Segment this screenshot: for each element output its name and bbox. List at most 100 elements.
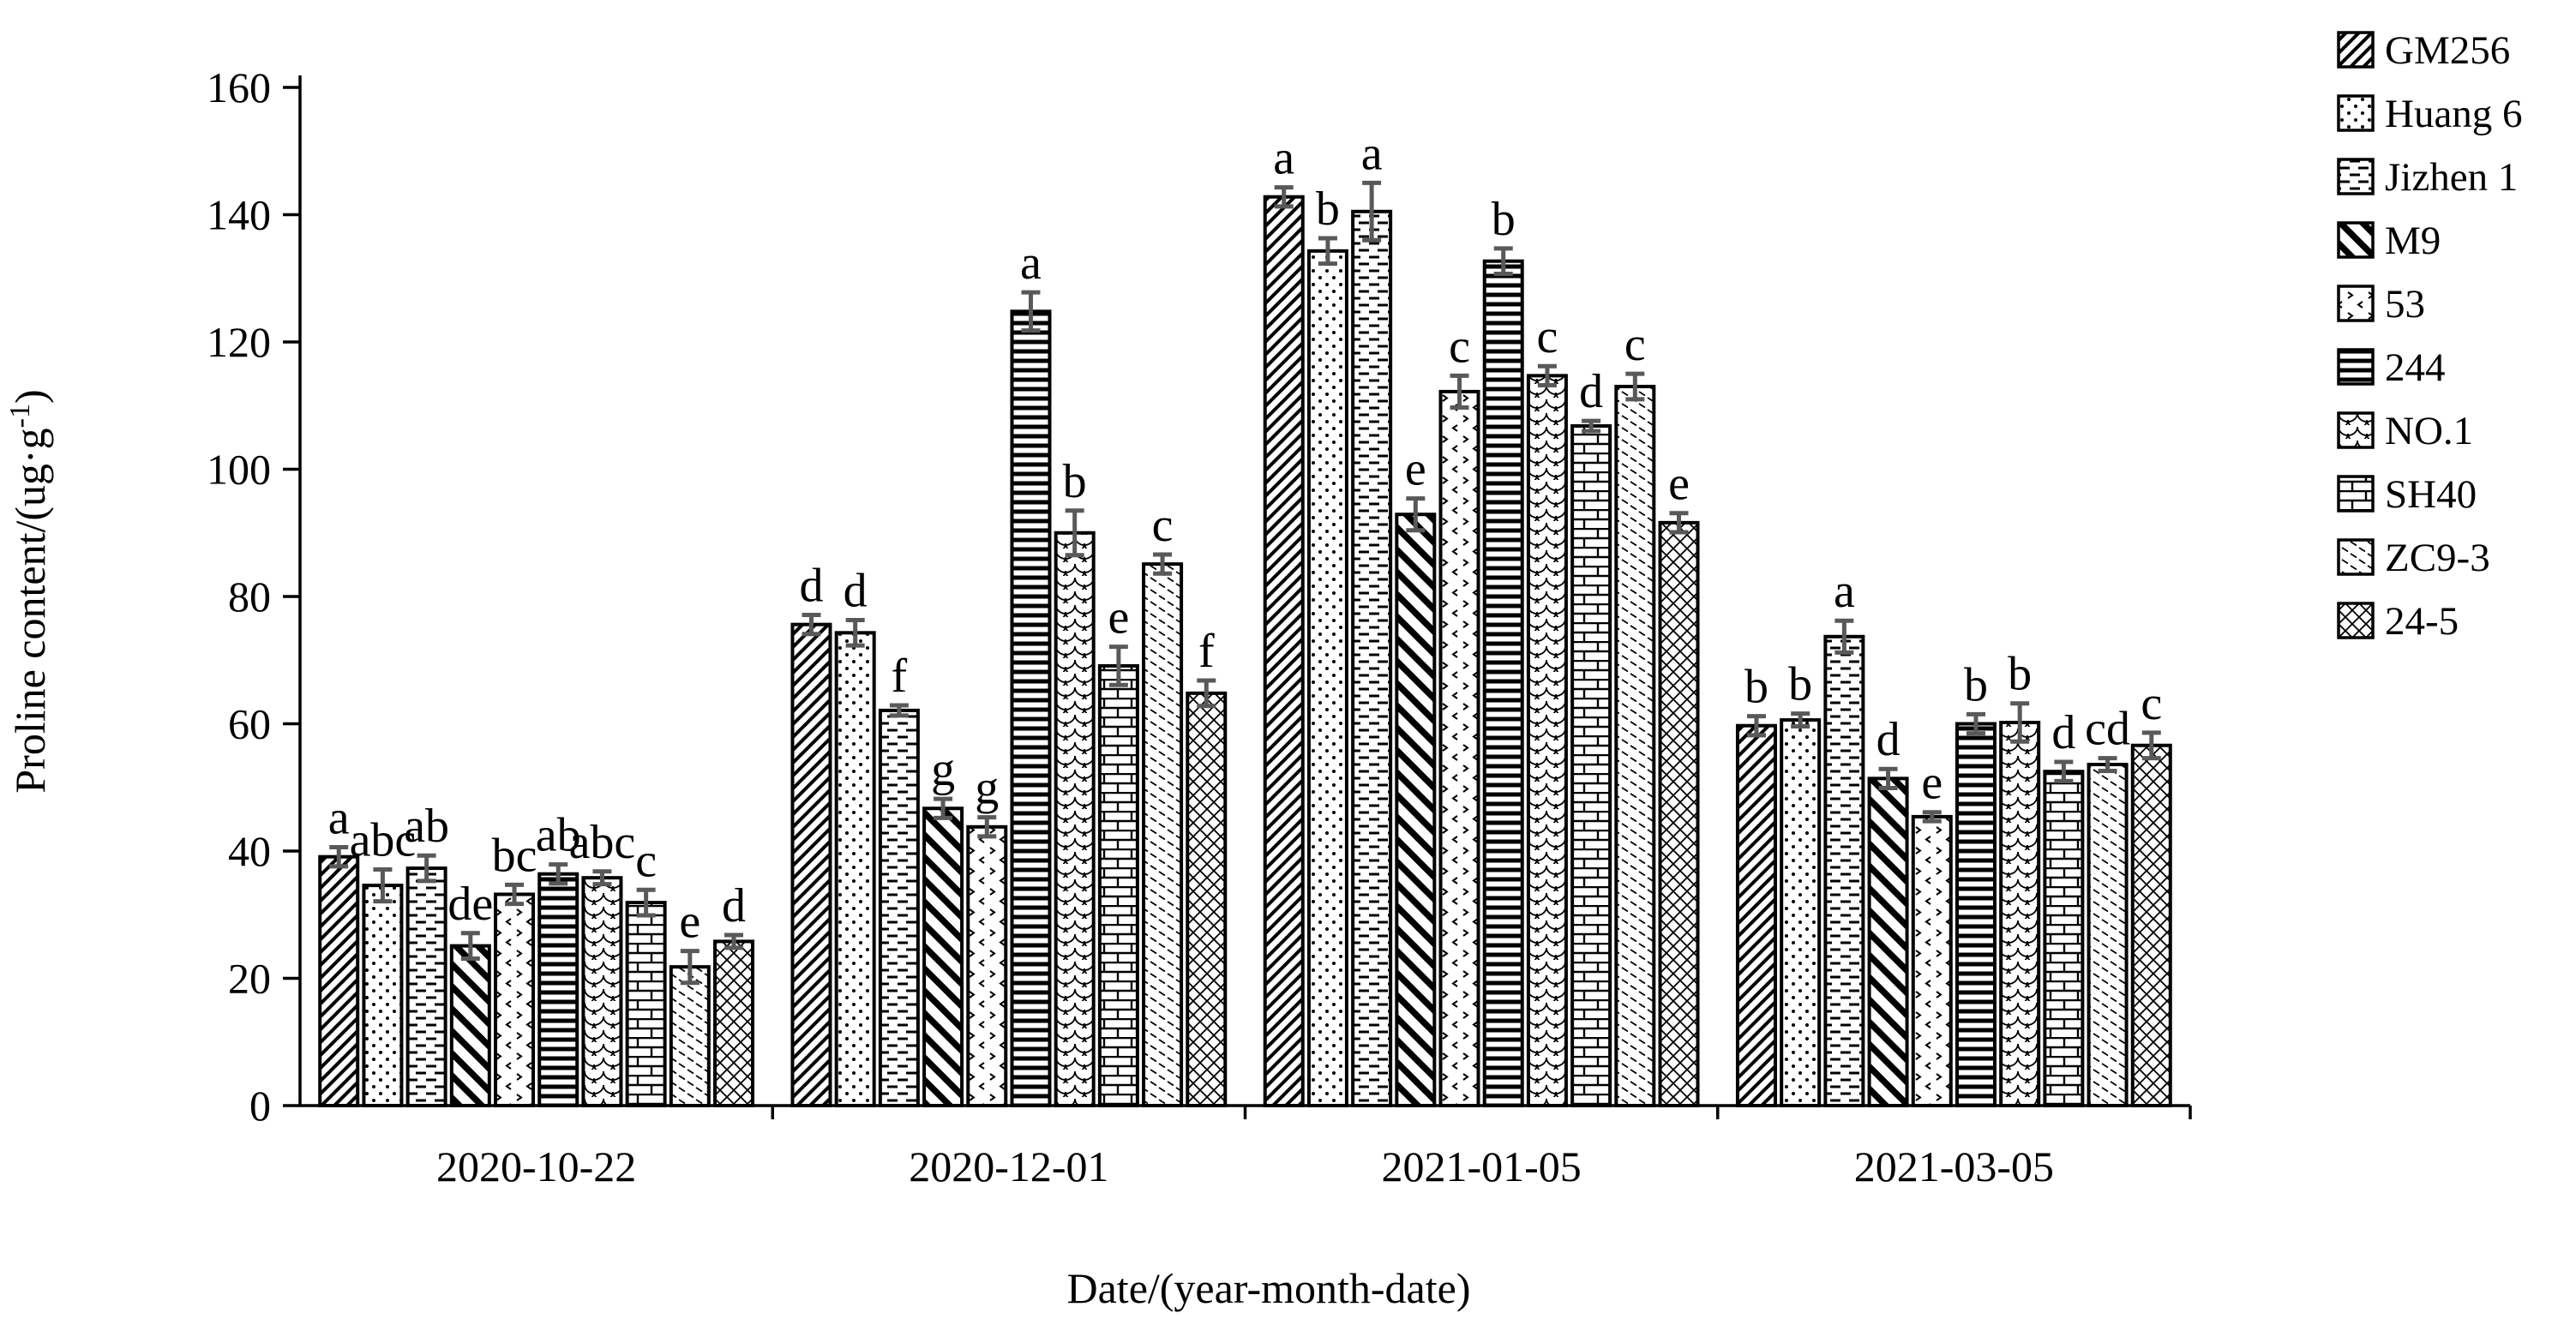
error-bar [1021, 290, 1041, 333]
bar [966, 824, 1008, 1107]
error-bar [1834, 618, 1854, 655]
bar [1438, 389, 1480, 1108]
error-bar [2010, 701, 2030, 744]
sig-letter: abc [569, 816, 636, 869]
y-tick-label: 0 [249, 1082, 271, 1130]
error-bar [329, 845, 349, 869]
bar [449, 944, 491, 1107]
y-tick-label: 100 [207, 446, 271, 494]
error-bar [2054, 759, 2074, 783]
x-category-label: 2021-03-05 [1854, 1142, 2054, 1190]
error-bar [934, 796, 953, 820]
bar [405, 866, 447, 1107]
error-bar [1922, 810, 1942, 824]
error-bar [1450, 373, 1469, 410]
legend-swatch-icon [2337, 348, 2375, 386]
bar [537, 872, 579, 1107]
error-bar [2141, 730, 2161, 761]
y-axis-title: Proline content/(ug·g-1) [4, 389, 54, 793]
legend-label: ZC9-3 [2385, 536, 2490, 580]
sig-letter: b [1964, 658, 1988, 711]
error-bar [889, 703, 909, 718]
sig-letter: a [1273, 132, 1294, 185]
legend-swatch-icon [2337, 158, 2375, 195]
y-tick-label: 80 [228, 573, 271, 621]
sig-letter: cd [2085, 703, 2130, 756]
bar [1955, 722, 1997, 1107]
bar [1186, 691, 1228, 1107]
error-bar [1406, 496, 1426, 533]
sig-letter: d [1579, 365, 1603, 418]
error-bar [1878, 766, 1898, 790]
legend-swatch-icon [2337, 94, 2375, 132]
legend-swatch-icon [2337, 31, 2375, 69]
bar [1306, 249, 1348, 1107]
legend-item: 24-5 [2337, 599, 2459, 644]
legend-item: 53 [2337, 282, 2425, 327]
x-category-label: 2021-01-05 [1381, 1142, 1581, 1190]
bar [669, 965, 711, 1108]
sig-letter: abc [350, 814, 417, 867]
legend-item: 244 [2337, 345, 2446, 390]
sig-letter: ab [536, 809, 581, 862]
y-tick-label: 20 [228, 955, 271, 1003]
bar [2043, 770, 2085, 1107]
legend-swatch-icon [2337, 475, 2375, 513]
sig-letter: c [1624, 318, 1646, 371]
error-bar [1625, 371, 1645, 402]
legend-label: NO.1 [2385, 409, 2473, 453]
error-bar [592, 869, 612, 887]
bar [1263, 195, 1305, 1108]
bar [1526, 374, 1568, 1108]
bar [1735, 723, 1777, 1107]
error-bar [460, 931, 480, 961]
error-bar [1669, 511, 1689, 535]
sig-letter: a [328, 792, 350, 845]
legend: GM256 Huang 6 Jizhen 1 M9 53 244 NO.1 SH40 ZC9-3… [2337, 28, 2523, 644]
sig-letter: ab [404, 800, 449, 853]
bar [318, 854, 360, 1107]
bar [790, 622, 832, 1107]
error-bar [1746, 714, 1766, 738]
sig-letter: d [799, 560, 823, 613]
error-bar [1362, 180, 1382, 243]
error-bar [1108, 645, 1128, 687]
legend-swatch-icon [2337, 602, 2375, 639]
bar [1823, 634, 1865, 1107]
legend-label: 244 [2385, 345, 2446, 390]
y-tick-label: 140 [207, 191, 271, 239]
bar [1054, 531, 1096, 1107]
bar [581, 876, 623, 1108]
sig-letter: d [2051, 706, 2075, 759]
error-bar [1791, 711, 1810, 728]
error-bar [1582, 418, 1601, 434]
error-bar [1537, 363, 1557, 387]
legend-label: SH40 [2385, 472, 2477, 517]
sig-letter: e [1921, 757, 1943, 810]
bar [834, 631, 876, 1107]
sig-letter: g [931, 743, 955, 796]
error-bar [1966, 711, 1985, 736]
sig-letter: c [635, 834, 657, 887]
sig-letter: b [1063, 455, 1087, 508]
axes: 0 20 40 60 80 100 120 140 160 2020-10-22 2020-12-0… [207, 63, 2192, 1190]
legend-swatch-icon [2337, 221, 2375, 259]
bar [922, 806, 964, 1107]
sig-letter: c [1536, 310, 1558, 363]
y-tick-label: 60 [228, 700, 271, 748]
bar [1658, 520, 1700, 1107]
sig-letter: b [1788, 658, 1812, 711]
bar [494, 892, 536, 1107]
error-bar [977, 815, 997, 839]
error-bar [505, 882, 525, 907]
error-bar [373, 867, 393, 904]
bar [2087, 763, 2129, 1108]
legend-label: 53 [2385, 282, 2425, 327]
sig-letter: b [1744, 661, 1768, 714]
error-bar [802, 613, 821, 637]
error-bar [680, 949, 700, 986]
x-category-label: 2020-10-22 [436, 1142, 636, 1190]
sig-letter: b [2008, 648, 2032, 701]
sig-letter: f [892, 650, 908, 703]
